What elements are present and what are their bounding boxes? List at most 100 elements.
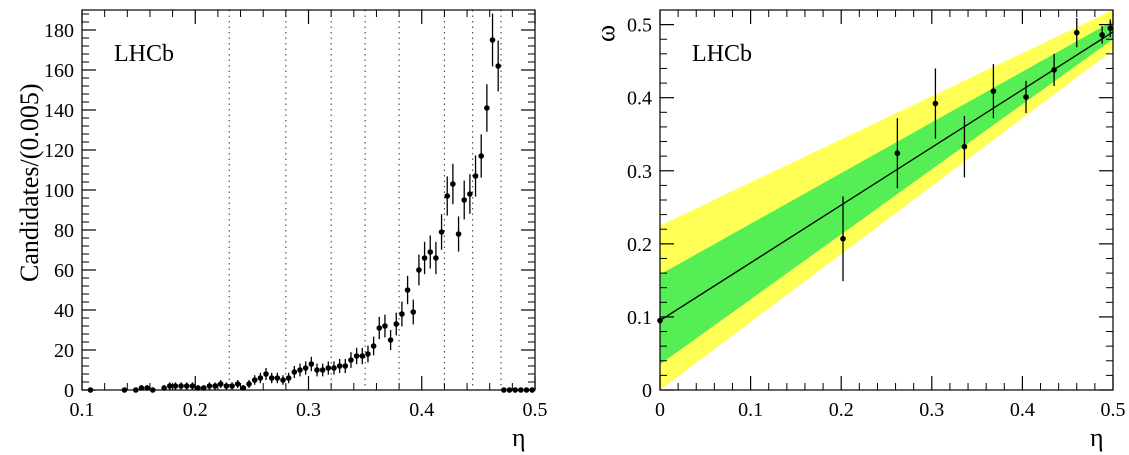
data-point	[932, 100, 939, 107]
data-point	[246, 381, 252, 387]
data-point	[308, 361, 315, 367]
data-point	[461, 197, 468, 203]
y-tick-label: 0	[642, 380, 652, 402]
data-point	[257, 375, 264, 381]
data-point	[291, 369, 298, 375]
data-point	[421, 255, 428, 261]
data-point	[223, 383, 230, 389]
right-band-group	[660, 10, 1113, 390]
y-tick-label: 0.3	[627, 161, 652, 183]
right-x-axis-title: η	[1090, 423, 1104, 452]
x-tick-label: 0.5	[523, 399, 548, 421]
y-tick-label: 120	[44, 140, 74, 162]
data-point	[467, 191, 473, 197]
data-point	[348, 357, 354, 363]
data-point	[387, 337, 394, 343]
left-bin-boundaries	[228, 10, 502, 390]
left-data-points	[87, 13, 535, 393]
data-point	[359, 353, 366, 359]
data-point	[444, 193, 451, 199]
x-tick-label: 0.5	[1101, 399, 1126, 421]
data-point	[314, 367, 320, 373]
data-point	[342, 363, 349, 369]
data-point	[268, 375, 275, 381]
right-axis-ticks: 0 0.1 0.2 0.3 0.4 0.5 0 0.1 0.2 0.3 0.4 0.5	[627, 9, 1126, 421]
data-point	[894, 150, 901, 157]
data-point	[251, 377, 258, 383]
data-point	[1107, 25, 1114, 32]
right-lhcb-label: LHCb	[692, 41, 752, 67]
data-point	[206, 383, 213, 389]
right-panel-omega-vs-eta: 0 0.1 0.2 0.3 0.4 0.500.10.20.30.40.5 LHCb ω …	[591, 9, 1126, 452]
data-point	[393, 321, 400, 327]
data-point	[472, 173, 479, 179]
data-point	[404, 287, 411, 293]
data-point	[178, 383, 184, 389]
x-tick-label: 0.1	[738, 399, 763, 421]
data-point	[263, 371, 269, 377]
band-1sigma	[660, 20, 1113, 365]
data-point	[370, 343, 377, 349]
data-point	[410, 309, 417, 315]
y-tick-label: 0.1	[627, 307, 652, 329]
data-point	[433, 255, 439, 261]
left-x-axis-title: η	[512, 423, 526, 452]
y-tick-label: 0.4	[627, 88, 652, 110]
data-point	[212, 383, 218, 389]
y-tick-label: 0	[64, 380, 74, 402]
data-point	[1023, 94, 1029, 100]
y-tick-label: 60	[54, 260, 74, 282]
x-tick-label: 0.4	[1010, 399, 1035, 421]
x-tick-label: 0.2	[829, 399, 854, 421]
x-tick-label: 0.2	[183, 399, 208, 421]
y-tick-label: 180	[44, 20, 74, 42]
data-point	[438, 229, 445, 235]
y-tick-label: 20	[54, 340, 74, 362]
right-confidence-bands	[660, 10, 1113, 390]
y-tick-label: 140	[44, 100, 74, 122]
left-lhcb-label: LHCb	[114, 41, 174, 67]
data-point	[961, 143, 968, 150]
data-point	[489, 37, 496, 43]
data-point	[285, 375, 292, 381]
data-point	[478, 153, 485, 159]
data-point	[990, 88, 997, 94]
data-point	[353, 353, 360, 359]
left-plot-frame	[81, 9, 536, 391]
data-point	[234, 381, 241, 387]
left-y-axis-title: Candidates/(0.005)	[15, 83, 44, 282]
data-point	[450, 181, 456, 187]
fit-line	[660, 31, 1113, 322]
data-point	[1073, 29, 1080, 36]
right-data-points	[657, 18, 1114, 325]
data-point	[427, 249, 434, 255]
data-point	[325, 365, 332, 371]
data-point	[365, 351, 371, 357]
left-axis-ticks: 0.1 0.2 0.3 0.4 0.5 0 20 40 60 80 100 120 140 160 180	[44, 10, 548, 421]
x-tick-label: 0.4	[409, 399, 434, 421]
y-tick-label: 0.2	[627, 234, 652, 256]
x-tick-label: 0.1	[70, 399, 95, 421]
data-point	[172, 383, 179, 389]
data-point	[189, 383, 196, 389]
data-point	[1051, 67, 1057, 73]
x-tick-label: 0	[655, 399, 665, 421]
data-point	[183, 383, 190, 389]
data-point	[840, 235, 846, 242]
data-point	[297, 367, 303, 373]
right-y-axis-title: ω	[591, 25, 620, 42]
x-tick-label: 0.3	[919, 399, 944, 421]
data-point	[274, 375, 281, 381]
data-point	[336, 363, 343, 369]
data-point	[1099, 32, 1105, 38]
data-point	[399, 311, 405, 317]
y-tick-label: 0.5	[627, 15, 652, 37]
data-point	[376, 325, 383, 331]
data-point	[484, 105, 490, 111]
data-point	[217, 381, 224, 387]
data-point	[455, 231, 462, 237]
y-tick-label: 40	[54, 300, 74, 322]
data-point	[495, 63, 501, 69]
y-tick-label: 100	[44, 180, 74, 202]
